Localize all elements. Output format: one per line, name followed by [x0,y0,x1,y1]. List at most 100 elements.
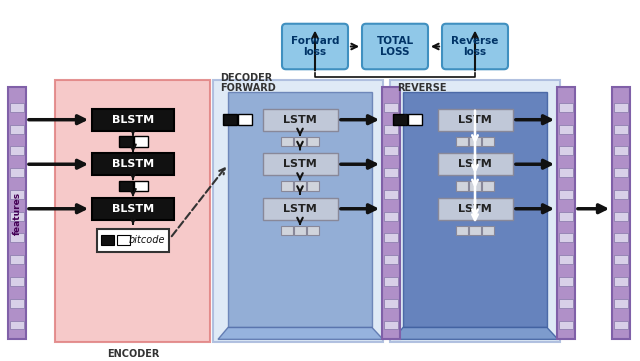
Text: TOTAL
LOSS: TOTAL LOSS [376,36,413,57]
Bar [612,87,630,339]
Bar [456,136,468,147]
Bar [10,321,24,330]
Bar [262,198,337,219]
Bar [262,109,337,131]
Bar [559,321,573,330]
Bar [294,226,306,235]
Bar [294,181,306,191]
Bar [55,80,210,342]
Bar [559,147,573,155]
Bar [384,103,398,112]
Polygon shape [393,327,558,339]
Bar [223,114,237,125]
Bar [8,87,26,339]
Text: REVERSE: REVERSE [397,83,447,93]
Bar [614,125,628,134]
Text: LSTM: LSTM [283,204,317,214]
Bar [559,299,573,308]
Bar [614,212,628,221]
Bar [10,190,24,199]
Bar [408,114,422,125]
Bar [10,255,24,264]
Bar [614,168,628,177]
Bar [614,234,628,242]
Bar [10,147,24,155]
Bar [10,299,24,308]
FancyBboxPatch shape [362,24,428,69]
Bar [10,103,24,112]
Bar [384,212,398,221]
Bar [101,235,114,245]
Text: BLSTM: BLSTM [112,159,154,169]
Bar [482,181,494,191]
Bar [307,181,319,191]
Bar [469,136,481,147]
Text: LSTM: LSTM [458,204,492,214]
Bar [92,198,174,219]
FancyBboxPatch shape [442,24,508,69]
Bar [456,181,468,191]
Text: LSTM: LSTM [283,115,317,125]
Bar [384,255,398,264]
Bar [438,153,513,175]
Bar [456,226,468,235]
Text: BLSTM: BLSTM [112,115,154,125]
Polygon shape [403,92,547,327]
Polygon shape [218,327,383,339]
Bar [559,255,573,264]
Bar [92,153,174,175]
Text: FORWARD: FORWARD [220,83,276,93]
Bar [438,198,513,219]
Bar [469,181,481,191]
Bar [382,87,400,339]
Bar [213,80,383,342]
Bar [384,299,398,308]
Bar [384,321,398,330]
Bar [384,168,398,177]
Bar [118,180,132,191]
Bar [559,168,573,177]
Bar [117,235,130,245]
Bar [392,114,406,125]
Text: BLSTM: BLSTM [112,204,154,214]
Bar [237,114,252,125]
Bar [559,190,573,199]
Text: ENCODER: ENCODER [107,349,159,359]
Text: LSTM: LSTM [458,159,492,169]
Bar [262,153,337,175]
Bar [614,277,628,286]
Bar [438,109,513,131]
Bar [614,147,628,155]
Text: bitcode: bitcode [129,235,165,245]
Bar [614,255,628,264]
Bar [384,190,398,199]
Bar [10,212,24,221]
Bar [294,136,306,147]
Bar [557,87,575,339]
Bar [384,147,398,155]
Bar [10,234,24,242]
FancyBboxPatch shape [282,24,348,69]
Bar [614,321,628,330]
Bar [559,125,573,134]
Bar [97,229,169,252]
Bar [10,277,24,286]
Polygon shape [228,92,372,327]
Bar [384,125,398,134]
Text: LSTM: LSTM [283,159,317,169]
Bar [134,180,147,191]
Bar [134,136,147,147]
Bar [482,136,494,147]
Bar [92,109,174,131]
Bar [614,299,628,308]
Text: Forward
loss: Forward loss [291,36,339,57]
Text: Reverse
loss: Reverse loss [451,36,499,57]
Bar [614,190,628,199]
Bar [559,234,573,242]
Text: features: features [13,192,22,235]
Bar [281,226,293,235]
Text: LSTM: LSTM [458,115,492,125]
Bar [10,168,24,177]
Bar [469,226,481,235]
Bar [307,136,319,147]
